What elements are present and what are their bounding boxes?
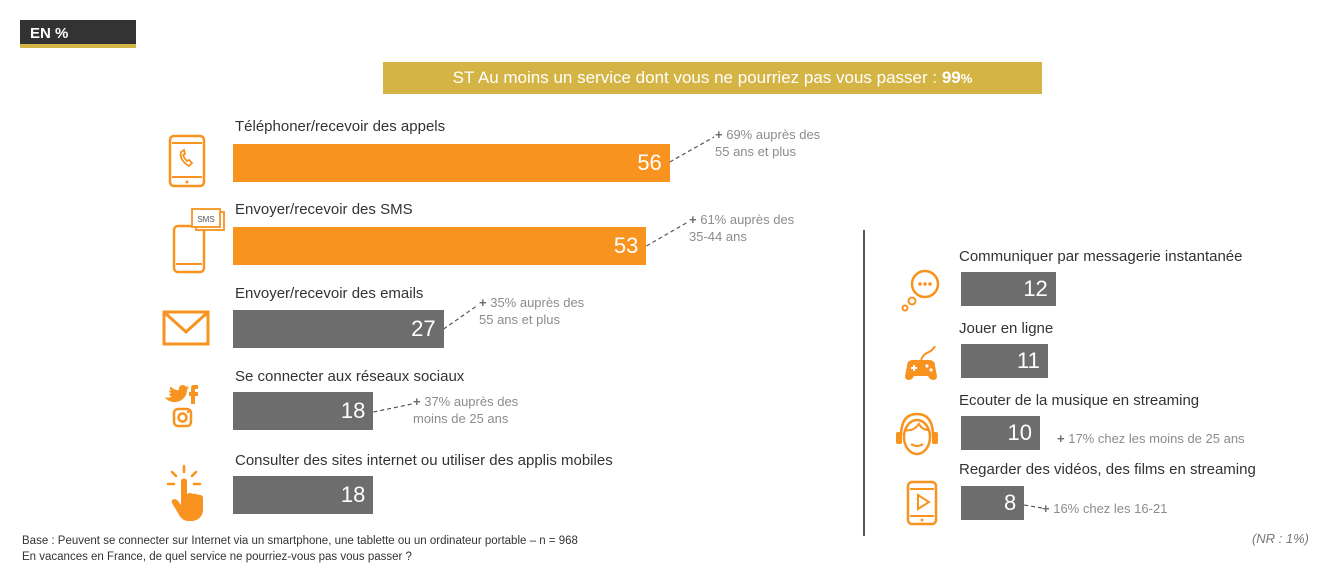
connector-sms: [646, 221, 689, 247]
bar-appels: 56: [233, 144, 670, 182]
note-text: 37% auprès des moins de 25 ans: [413, 394, 519, 426]
note-plus: +: [1042, 501, 1050, 516]
bar-messagerie: 12: [961, 272, 1056, 306]
bar-emails: 27: [233, 310, 444, 348]
note-appels: + 69% auprès des 55 ans et plus: [715, 126, 820, 160]
connector-reseaux: [373, 403, 413, 413]
note-text: 61% auprès des 35-44 ans: [689, 212, 795, 244]
nr-note: (NR : 1%): [1251, 531, 1309, 546]
email-icon: [162, 310, 210, 346]
label-messagerie: Communiquer par messagerie instantanée: [959, 248, 1243, 265]
note-emails: + 35% auprès des 55 ans et plus: [479, 294, 584, 328]
label-jeux: Jouer en ligne: [959, 320, 1054, 337]
bar-sms: 53: [233, 227, 647, 265]
note-plus: +: [689, 212, 697, 227]
connector-appels: [669, 136, 715, 163]
note-text: 17% chez les moins de 25 ans: [1068, 431, 1245, 446]
gamepad-icon: [905, 346, 937, 380]
label-appels: Téléphoner/recevoir des appels: [235, 118, 446, 135]
headphones-icon: [896, 412, 938, 456]
bar-jeux: 11: [961, 344, 1048, 378]
chat-icon: [901, 269, 940, 312]
touch-icon: [166, 464, 203, 521]
label-musique: Ecouter de la musique en streaming: [959, 392, 1200, 409]
svg-text:SMS: SMS: [197, 215, 214, 224]
label-sms: Envoyer/recevoir des SMS: [235, 201, 413, 218]
label-sites: Consulter des sites internet ou utiliser…: [235, 452, 613, 469]
headline-banner: ST Au moins un service dont vous ne pour…: [383, 62, 1042, 94]
video-icon: [906, 480, 938, 526]
headline-text: ST Au moins un service dont vous ne pour…: [452, 68, 942, 87]
social-icon: [164, 385, 198, 428]
headline-value: 99: [941, 68, 961, 87]
note-musique: + 17% chez les moins de 25 ans: [1057, 430, 1245, 447]
connector-videos: [1024, 504, 1043, 509]
note-text: 35% auprès des 55 ans et plus: [479, 295, 585, 327]
note-text: 16% chez les 16-21: [1053, 501, 1168, 516]
note-sms: + 61% auprès des 35-44 ans: [689, 211, 794, 245]
note-videos: + 16% chez les 16-21: [1042, 500, 1167, 517]
note-text: 69% auprès des 55 ans et plus: [715, 127, 821, 159]
unit-badge: EN %: [20, 20, 136, 48]
bar-sites: 18: [233, 476, 374, 514]
label-reseaux: Se connecter aux réseaux sociaux: [235, 368, 465, 385]
phone-icon: [168, 134, 206, 188]
bar-musique: 10: [961, 416, 1040, 450]
note-plus: +: [479, 295, 487, 310]
column-divider: [863, 230, 865, 536]
note-plus: +: [715, 127, 723, 142]
connector-emails: [443, 304, 479, 330]
note-plus: +: [413, 394, 421, 409]
headline-unit: %: [960, 71, 973, 86]
label-videos: Regarder des vidéos, des films en stream…: [959, 461, 1256, 478]
footer-base: Base : Peuvent se connecter sur Internet…: [22, 535, 578, 547]
bar-reseaux: 18: [233, 392, 374, 430]
footer-question: En vacances en France, de quel service n…: [22, 551, 412, 563]
sms-icon: SMS: [172, 208, 225, 274]
label-emails: Envoyer/recevoir des emails: [235, 285, 424, 302]
note-reseaux: + 37% auprès des moins de 25 ans: [413, 393, 518, 427]
note-plus: +: [1057, 431, 1065, 446]
bar-videos: 8: [961, 486, 1025, 520]
